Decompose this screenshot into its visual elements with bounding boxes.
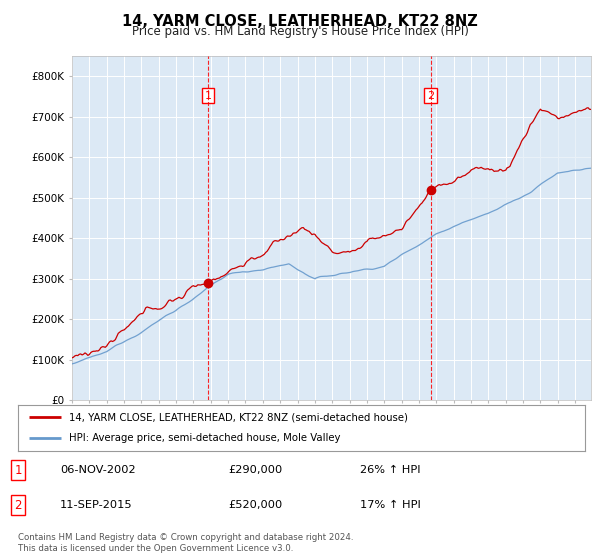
Text: 1: 1 [205,91,211,101]
Text: HPI: Average price, semi-detached house, Mole Valley: HPI: Average price, semi-detached house,… [69,433,341,444]
Text: 2: 2 [14,498,22,511]
Text: 17% ↑ HPI: 17% ↑ HPI [360,500,421,510]
Text: £520,000: £520,000 [228,500,282,510]
Text: 1: 1 [14,464,22,477]
Text: Contains HM Land Registry data © Crown copyright and database right 2024.
This d: Contains HM Land Registry data © Crown c… [18,533,353,553]
Text: 06-NOV-2002: 06-NOV-2002 [60,465,136,475]
Text: £290,000: £290,000 [228,465,282,475]
Text: 14, YARM CLOSE, LEATHERHEAD, KT22 8NZ: 14, YARM CLOSE, LEATHERHEAD, KT22 8NZ [122,14,478,29]
Text: 11-SEP-2015: 11-SEP-2015 [60,500,133,510]
Text: 14, YARM CLOSE, LEATHERHEAD, KT22 8NZ (semi-detached house): 14, YARM CLOSE, LEATHERHEAD, KT22 8NZ (s… [69,412,408,422]
Text: 26% ↑ HPI: 26% ↑ HPI [360,465,421,475]
Text: Price paid vs. HM Land Registry's House Price Index (HPI): Price paid vs. HM Land Registry's House … [131,25,469,38]
Text: 2: 2 [427,91,434,101]
